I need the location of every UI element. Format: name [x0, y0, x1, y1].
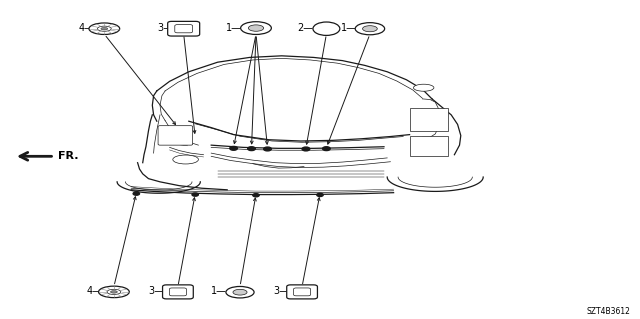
Text: 2—: 2—	[298, 23, 314, 33]
Text: 3—: 3—	[148, 286, 164, 296]
Circle shape	[302, 147, 310, 151]
FancyBboxPatch shape	[175, 25, 193, 33]
FancyBboxPatch shape	[168, 21, 200, 36]
Ellipse shape	[226, 286, 254, 298]
Ellipse shape	[233, 289, 247, 295]
Ellipse shape	[248, 25, 264, 31]
Text: FR.: FR.	[58, 151, 78, 161]
Text: 3—: 3—	[273, 286, 289, 296]
Ellipse shape	[173, 155, 198, 164]
Circle shape	[248, 147, 255, 151]
Circle shape	[230, 146, 237, 150]
Ellipse shape	[107, 289, 121, 294]
FancyBboxPatch shape	[410, 136, 448, 156]
Ellipse shape	[111, 291, 117, 293]
Circle shape	[253, 194, 259, 197]
Ellipse shape	[97, 26, 111, 31]
Text: 3—: 3—	[157, 23, 173, 33]
Ellipse shape	[99, 286, 129, 298]
Ellipse shape	[355, 23, 385, 35]
FancyBboxPatch shape	[410, 108, 448, 131]
Text: 1—: 1—	[211, 286, 227, 296]
FancyBboxPatch shape	[287, 285, 317, 299]
Ellipse shape	[413, 84, 434, 91]
Text: SZT4B3612: SZT4B3612	[586, 307, 630, 316]
Ellipse shape	[89, 23, 120, 34]
FancyBboxPatch shape	[294, 288, 310, 296]
FancyBboxPatch shape	[163, 285, 193, 299]
Ellipse shape	[241, 22, 271, 34]
FancyBboxPatch shape	[170, 288, 186, 296]
Circle shape	[313, 22, 340, 35]
FancyBboxPatch shape	[158, 126, 193, 145]
Circle shape	[264, 147, 271, 151]
Ellipse shape	[101, 27, 108, 30]
Ellipse shape	[362, 26, 378, 32]
Text: 1—: 1—	[341, 23, 357, 33]
Circle shape	[192, 193, 198, 196]
Text: 4—: 4—	[79, 23, 95, 33]
Circle shape	[323, 147, 330, 151]
Circle shape	[133, 192, 140, 195]
Text: 1—: 1—	[226, 23, 242, 33]
Text: 4—: 4—	[86, 286, 102, 296]
Circle shape	[317, 193, 323, 197]
